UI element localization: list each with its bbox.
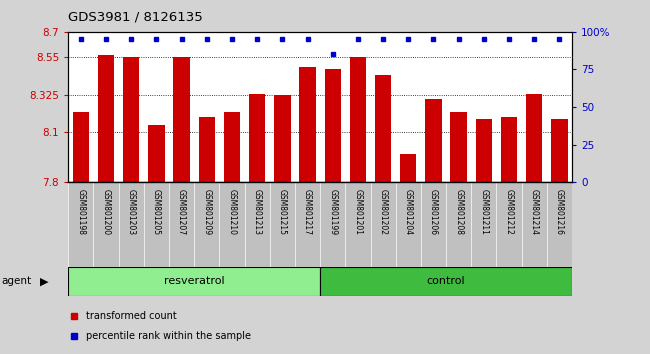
Text: GSM801215: GSM801215 bbox=[278, 189, 287, 235]
Bar bbox=[73, 112, 89, 182]
Bar bbox=[476, 119, 492, 182]
Text: GSM801213: GSM801213 bbox=[253, 189, 262, 235]
Bar bbox=[224, 112, 240, 182]
Bar bbox=[375, 75, 391, 182]
Text: GDS3981 / 8126135: GDS3981 / 8126135 bbox=[68, 11, 203, 24]
Text: GSM801206: GSM801206 bbox=[429, 189, 438, 235]
Text: GSM801214: GSM801214 bbox=[530, 189, 539, 235]
Text: GSM801209: GSM801209 bbox=[202, 189, 211, 235]
Bar bbox=[320, 267, 572, 296]
Text: GSM801200: GSM801200 bbox=[101, 189, 111, 235]
Bar bbox=[249, 94, 265, 182]
Text: GSM801212: GSM801212 bbox=[504, 189, 514, 235]
Bar bbox=[400, 154, 417, 182]
Text: GSM801210: GSM801210 bbox=[227, 189, 237, 235]
Text: GSM801201: GSM801201 bbox=[354, 189, 363, 235]
Bar bbox=[174, 57, 190, 182]
Bar bbox=[68, 267, 320, 296]
Text: ▶: ▶ bbox=[40, 276, 49, 286]
Bar bbox=[526, 94, 542, 182]
Text: GSM801203: GSM801203 bbox=[127, 189, 136, 235]
Text: GSM801205: GSM801205 bbox=[152, 189, 161, 235]
Bar bbox=[324, 69, 341, 182]
Bar bbox=[350, 57, 366, 182]
Bar bbox=[199, 117, 215, 182]
Bar bbox=[148, 125, 164, 182]
Text: resveratrol: resveratrol bbox=[164, 276, 224, 286]
Text: transformed count: transformed count bbox=[86, 311, 177, 321]
Text: GSM801217: GSM801217 bbox=[303, 189, 312, 235]
Text: GSM801199: GSM801199 bbox=[328, 189, 337, 235]
Bar bbox=[123, 57, 139, 182]
Bar bbox=[425, 99, 441, 182]
Text: GSM801216: GSM801216 bbox=[555, 189, 564, 235]
Text: control: control bbox=[427, 276, 465, 286]
Text: agent: agent bbox=[1, 276, 31, 286]
Bar bbox=[98, 55, 114, 182]
Text: percentile rank within the sample: percentile rank within the sample bbox=[86, 331, 251, 341]
Text: GSM801202: GSM801202 bbox=[378, 189, 387, 235]
Text: GSM801198: GSM801198 bbox=[76, 189, 85, 235]
Bar bbox=[450, 112, 467, 182]
Bar bbox=[501, 117, 517, 182]
Text: GSM801211: GSM801211 bbox=[479, 189, 488, 235]
Bar bbox=[274, 95, 291, 182]
Text: GSM801204: GSM801204 bbox=[404, 189, 413, 235]
Text: GSM801208: GSM801208 bbox=[454, 189, 463, 235]
Text: GSM801207: GSM801207 bbox=[177, 189, 186, 235]
Bar bbox=[300, 67, 316, 182]
Bar bbox=[551, 119, 567, 182]
